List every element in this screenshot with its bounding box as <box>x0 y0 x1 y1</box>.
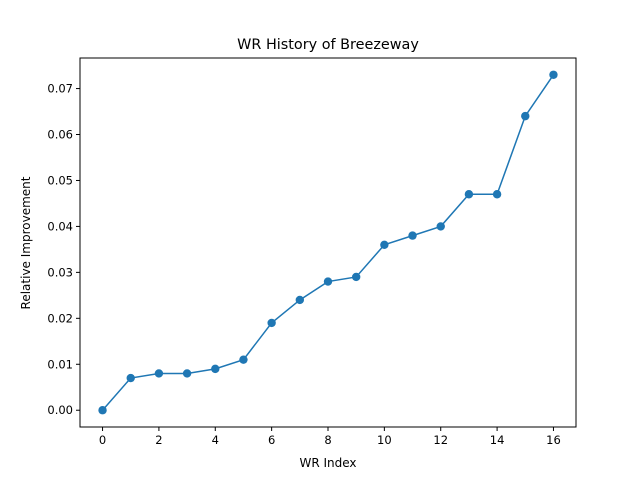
x-tick-label: 6 <box>268 433 275 447</box>
x-tick-label: 12 <box>433 433 448 447</box>
data-point <box>267 318 276 328</box>
data-point <box>126 373 135 383</box>
y-tick-label: 0.02 <box>47 311 73 325</box>
data-point <box>154 369 164 378</box>
y-tick-label: 0.05 <box>47 173 73 187</box>
y-tick-label: 0.01 <box>47 357 73 371</box>
y-tick-label: 0.03 <box>47 265 73 279</box>
data-point <box>380 240 389 249</box>
x-tick-label: 2 <box>155 433 162 447</box>
series-layer <box>98 70 558 415</box>
data-point <box>323 277 333 286</box>
x-tick-label: 10 <box>377 433 392 447</box>
plot-frame <box>79 57 577 428</box>
data-point <box>239 355 248 364</box>
data-point <box>98 406 107 415</box>
y-tick-label: 0.04 <box>47 219 73 233</box>
data-point <box>351 272 361 282</box>
x-tick-label: 4 <box>212 433 219 447</box>
chart-title: WR History of Breezeway <box>237 37 419 53</box>
y-axis-label: Relative Improvement <box>19 176 33 309</box>
data-point <box>211 364 220 374</box>
data-point <box>492 190 502 199</box>
data-point <box>436 222 445 231</box>
y-axis-ticks: 0.00 0.01 0.02 0.03 0.04 0.05 0.06 0.07 <box>47 82 80 417</box>
x-tick-label: 8 <box>324 433 331 447</box>
data-point <box>521 111 530 121</box>
x-tick-label: 16 <box>546 433 561 447</box>
data-point <box>549 70 558 79</box>
data-point <box>295 295 305 305</box>
data-point <box>408 231 417 240</box>
x-axis-label: WR Index <box>299 456 356 470</box>
y-tick-label: 0.00 <box>47 403 73 417</box>
x-tick-label: 0 <box>99 433 106 447</box>
x-axis-ticks: 0 2 4 6 8 10 12 14 16 <box>99 427 561 447</box>
y-tick-label: 0.06 <box>47 128 73 142</box>
y-tick-label: 0.07 <box>47 82 73 96</box>
data-point <box>182 369 192 378</box>
data-point <box>464 190 474 199</box>
x-tick-label: 14 <box>490 433 505 447</box>
